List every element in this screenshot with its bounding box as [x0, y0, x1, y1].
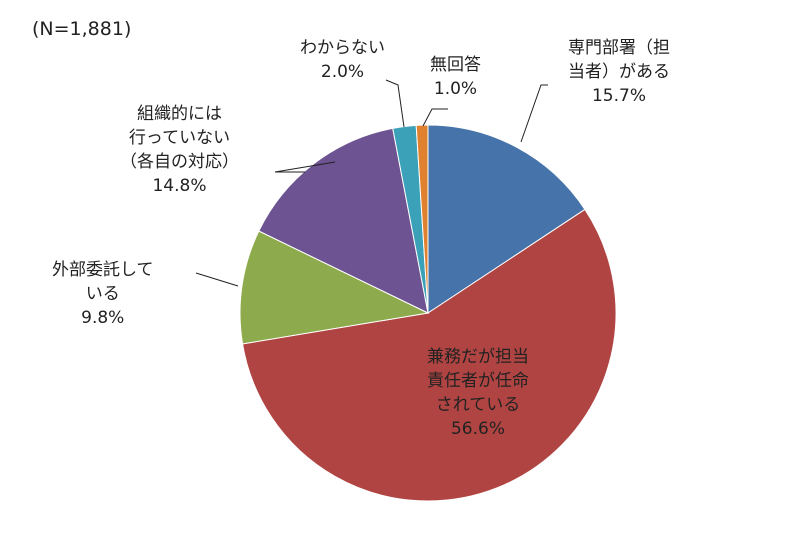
slice-label-line: 行っていない: [128, 128, 231, 148]
slice-value-label: 14.8%: [152, 176, 207, 196]
slice-value-label: 9.8%: [81, 308, 125, 328]
slice-label-line: されている: [435, 395, 521, 415]
slice-label-not-organized: 組織的には 行っていない （各自の対応） 14.8%: [120, 102, 239, 198]
leader-line: [422, 108, 448, 127]
slice-label-no-answer: 無回答 1.0%: [430, 53, 481, 101]
leader-line: [195, 272, 239, 287]
slice-value-label: 1.0%: [433, 79, 478, 99]
slice-value-label: 56.6%: [450, 419, 505, 439]
leader-line: [274, 161, 336, 173]
slice-value-label: 15.7%: [591, 86, 646, 106]
slice-label-line: （各自の対応）: [120, 152, 239, 172]
slice-label-line: 当者）がある: [568, 62, 670, 82]
slice-label-line: 責任者が任命: [427, 371, 529, 391]
slice-value-label: 2.0%: [320, 62, 365, 82]
slice-label-line: 組織的には: [137, 104, 222, 124]
leader-line: [385, 79, 405, 128]
slice-label-line: 兼務だが担当: [427, 347, 529, 367]
pie-slice-outsourced: [239, 230, 430, 345]
slice-label-line: いる: [85, 284, 120, 304]
pie-slice-not-organized: [258, 127, 429, 314]
slice-label-dont-know: わからない 2.0%: [300, 36, 385, 84]
slice-label-outsourced: 外部委託して いる 9.8%: [52, 258, 154, 330]
slice-label-line: 外部委託して: [52, 260, 154, 280]
pie-slice-no-answer: [415, 124, 429, 314]
pie-slice-dedicated-department: [427, 124, 586, 314]
pie-slices: [239, 124, 617, 502]
slice-label-concurrent-appointed: 兼務だが担当 責任者が任命 されている 56.6%: [427, 345, 529, 441]
slice-label-line: 無回答: [430, 55, 481, 75]
pie-slice-concurrent-appointed: [241, 208, 617, 502]
leader-line: [520, 84, 548, 143]
slice-label-line: 専門部署（担: [568, 38, 670, 58]
slice-label-line: わからない: [300, 38, 385, 58]
leader-lines: [195, 79, 548, 287]
slice-label-dedicated-department: 専門部署（担 当者）がある 15.7%: [568, 36, 670, 108]
sample-size-label: (N=1,881): [32, 18, 132, 40]
